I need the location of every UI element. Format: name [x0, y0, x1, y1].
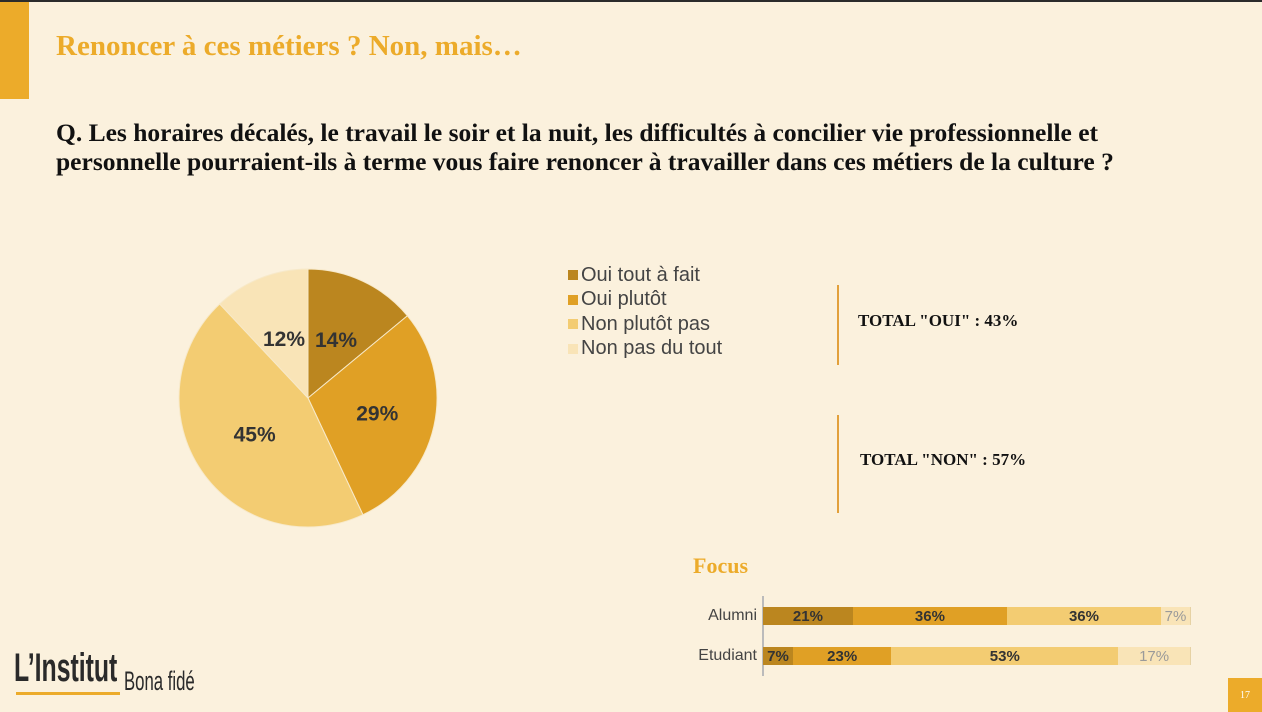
- page-number: 17: [1228, 678, 1262, 712]
- legend-label: Oui plutôt: [581, 288, 667, 311]
- pie-slice-4: [218, 268, 309, 400]
- pie-chart: 14% 29% 45% 12%: [178, 268, 438, 528]
- pie-slice-3: [178, 303, 364, 528]
- legend-swatch: [568, 319, 578, 330]
- logo-sub-text: Bona fidé: [124, 666, 195, 696]
- accent-bar: [0, 2, 29, 99]
- pie-slice-1: [307, 268, 409, 400]
- total-oui: TOTAL "OUI" : 43%: [858, 311, 1019, 330]
- bar-segment: 36%: [852, 607, 1007, 625]
- focus-title: Focus: [693, 553, 748, 578]
- pie-slice-2: [307, 315, 438, 516]
- logo-main-text: L’Institut: [14, 646, 118, 690]
- logo-underline: [16, 692, 120, 695]
- bar-row-alumni: 21% 36% 36% 7%: [763, 607, 1191, 625]
- bar-segment: 36%: [1006, 607, 1162, 625]
- legend-item: Oui plutôt: [568, 288, 722, 313]
- legend-item: Non pas du tout: [568, 337, 722, 362]
- slide-title: Renoncer à ces métiers ? Non, mais…: [56, 30, 522, 62]
- legend-item: Oui tout à fait: [568, 263, 722, 288]
- legend-swatch: [568, 343, 578, 354]
- legend-swatch: [568, 294, 578, 305]
- pie-label-3: 45%: [234, 423, 276, 446]
- bar-row-etudiant: 7% 23% 53% 17%: [763, 647, 1191, 665]
- bar-axis: [762, 596, 764, 676]
- divider-oui: [837, 285, 839, 365]
- legend-label: Oui tout à fait: [581, 263, 700, 286]
- top-rule: [0, 0, 1262, 2]
- bar-segment: 23%: [792, 647, 892, 665]
- pie-legend: Oui tout à fait Oui plutôt Non plutôt pas N…: [568, 263, 722, 361]
- total-non: TOTAL "NON" : 57%: [860, 450, 1027, 469]
- bar-segment: 7%: [1161, 607, 1191, 625]
- pie-label-4: 12%: [263, 328, 305, 351]
- logo: L’Institut: [14, 648, 181, 688]
- bar-segment: 21%: [763, 607, 853, 625]
- bar-category-label: Etudiant: [698, 647, 757, 664]
- bar-category-label: Alumni: [708, 607, 757, 624]
- legend-swatch: [568, 270, 578, 281]
- legend-label: Non plutôt pas: [581, 312, 710, 335]
- survey-question: Q. Les horaires décalés, le travail le s…: [56, 118, 1114, 176]
- bar-segment: 17%: [1118, 647, 1191, 665]
- divider-non: [837, 415, 839, 513]
- legend-label: Non pas du tout: [581, 337, 723, 360]
- bar-segment: 7%: [763, 647, 793, 665]
- pie-label-2: 29%: [356, 402, 398, 425]
- pie-label-1: 14%: [315, 329, 357, 352]
- bar-segment: 53%: [891, 647, 1119, 665]
- legend-item: Non plutôt pas: [568, 312, 722, 337]
